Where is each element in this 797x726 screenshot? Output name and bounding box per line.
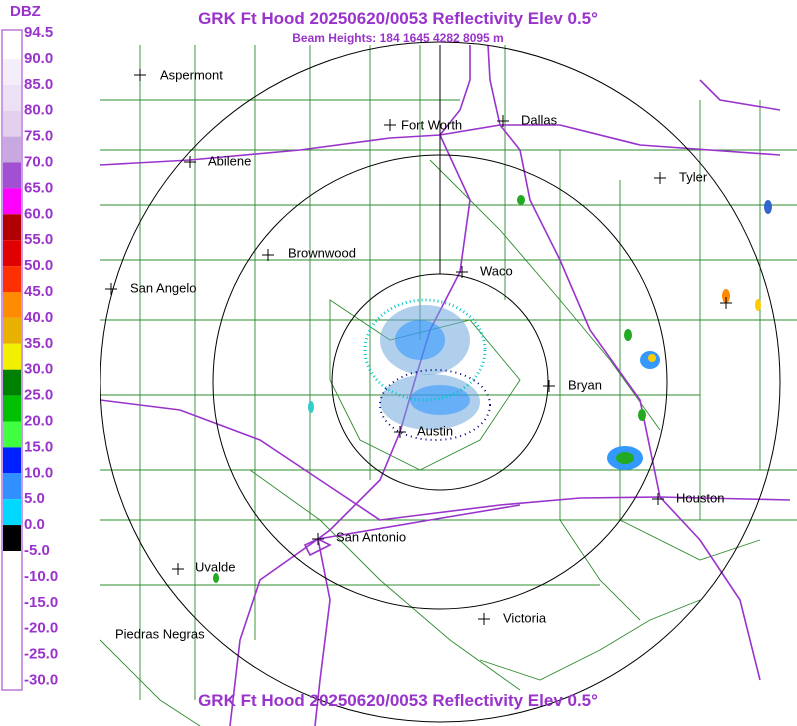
legend-label: -30.0: [24, 671, 58, 688]
legend-label: 80.0: [24, 102, 53, 119]
legend-swatch: [3, 33, 21, 59]
city-label: San Angelo: [130, 280, 197, 295]
legend-swatch: [3, 136, 21, 163]
legend-label: -25.0: [24, 646, 58, 663]
legend-swatch: [3, 525, 21, 551]
legend-swatch: [3, 188, 21, 215]
legend-label: 0.0: [24, 516, 45, 533]
city-label: Brownwood: [288, 245, 356, 260]
legend-label: 55.0: [24, 231, 53, 248]
legend-swatch: [3, 447, 21, 474]
city-label: Victoria: [503, 610, 547, 625]
legend-label: 20.0: [24, 412, 53, 429]
legend-swatch: [3, 317, 21, 344]
legend-label: 85.0: [24, 76, 53, 93]
legend-swatch: [3, 240, 21, 267]
legend-label: 75.0: [24, 128, 53, 145]
legend-swatch: [3, 110, 21, 137]
legend-label: 40.0: [24, 309, 53, 326]
city-label: San Antonio: [336, 529, 406, 544]
legend-swatch: [3, 473, 21, 500]
reflectivity-echoes: [213, 195, 772, 583]
legend: DBZ 94.5 90.0 85.0 80.0 75.0 70.0 65.0 60.0 55.0…: [1, 3, 58, 691]
legend-swatch: [3, 576, 21, 603]
legend-swatch: [3, 628, 21, 655]
legend-label: 25.0: [24, 387, 53, 404]
city-label: Dallas: [521, 112, 558, 127]
legend-label: 45.0: [24, 283, 53, 300]
legend-label: 94.5: [24, 24, 53, 41]
legend-swatch: [3, 343, 21, 370]
city-label: Waco: [480, 263, 513, 278]
city-label: Uvalde: [195, 559, 235, 574]
legend-swatch: [3, 499, 21, 526]
legend-swatch: [3, 58, 21, 85]
legend-label: 5.0: [24, 490, 45, 507]
city-label: Bryan: [568, 377, 602, 392]
legend-title: DBZ: [10, 3, 41, 20]
legend-label: 15.0: [24, 438, 53, 455]
legend-swatch: [3, 654, 21, 681]
city-label: Abilene: [208, 153, 251, 168]
county-lines: [99, 45, 797, 726]
legend-label: -20.0: [24, 620, 58, 637]
legend-label: 10.0: [24, 464, 53, 481]
city-label: Piedras Negras: [115, 626, 205, 641]
range-rings: [99, 41, 781, 723]
city-label: Tyler: [679, 169, 708, 184]
legend-swatch: [3, 369, 21, 396]
legend-label: 70.0: [24, 153, 53, 170]
legend-label: 50.0: [24, 257, 53, 274]
legend-label: -15.0: [24, 594, 58, 611]
title: GRK Ft Hood 20250620/0053 Reflectivity E…: [198, 9, 598, 28]
legend-swatch: [3, 266, 21, 292]
legend-swatch: [3, 551, 21, 577]
city-label: Austin: [417, 423, 453, 438]
legend-label: 90.0: [24, 50, 53, 67]
roads: [99, 44, 791, 726]
legend-swatch: [3, 395, 21, 422]
legend-swatch: [3, 602, 21, 629]
cities: Aspermont Fort Worth Dallas Abilene Tyle…: [105, 67, 732, 641]
legend-label: 65.0: [24, 179, 53, 196]
legend-label: -5.0: [24, 542, 50, 559]
legend-swatch: [3, 214, 21, 241]
legend-label: -10.0: [24, 568, 58, 585]
subtitle: Beam Heights: 184 1645 4282 8095 m: [292, 31, 503, 45]
legend-swatch: [3, 292, 21, 318]
city-label: Houston: [676, 490, 724, 505]
footer-title: GRK Ft Hood 20250620/0053 Reflectivity E…: [198, 691, 598, 710]
legend-label: 30.0: [24, 361, 53, 378]
legend-swatch: [3, 421, 21, 448]
legend-swatch: [3, 84, 21, 111]
legend-swatch: [3, 162, 21, 189]
city-label: Fort Worth: [401, 117, 462, 132]
legend-label: 35.0: [24, 335, 53, 352]
legend-label: 60.0: [24, 205, 53, 222]
legend-frame: [1, 29, 23, 691]
city-label: Aspermont: [160, 67, 223, 82]
